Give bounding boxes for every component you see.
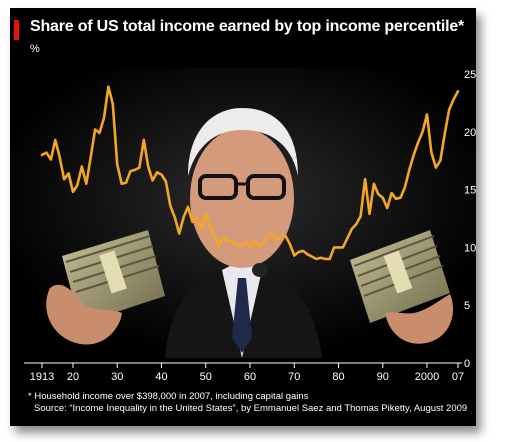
- y-tick-label: 5: [464, 300, 470, 312]
- left-money-stack-icon: [46, 230, 165, 345]
- y-tick-label: 15: [464, 185, 476, 197]
- x-tick-label: 30: [111, 371, 123, 383]
- chart-title: Share of US total income earned by top i…: [30, 18, 465, 35]
- y-tick-label: 0: [464, 358, 470, 370]
- income-share-chart: 1913 20 30 40 50 60 70 80 90 2000 070 5 10 15 20 25: [10, 68, 476, 383]
- axes: [24, 362, 462, 368]
- x-tick-label: 80: [332, 371, 344, 383]
- right-money-stack-icon: [350, 230, 454, 344]
- x-tick-label: 60: [244, 371, 256, 383]
- x-tick-label: 40: [155, 371, 167, 383]
- y-tick-label: 10: [464, 242, 476, 254]
- y-axis-unit: %: [30, 43, 40, 55]
- x-tick-label: 2000: [415, 371, 439, 383]
- x-tick-label: 1913: [30, 371, 54, 383]
- x-tick-label: 50: [200, 371, 212, 383]
- y-tick-label: 20: [464, 127, 476, 139]
- source-note: Source: “Income Inequality in the United…: [34, 403, 468, 414]
- x-tick-label: 90: [377, 371, 389, 383]
- x-tick-label: 20: [67, 371, 79, 383]
- series: [40, 85, 460, 261]
- x-tick-label: 70: [288, 371, 300, 383]
- x-tick-label: 07: [452, 371, 464, 383]
- footnote: * Household income over $398,000 in 2007…: [28, 391, 309, 402]
- economist-red-accent: [14, 20, 19, 40]
- tick-labels: 1913 20 30 40 50 60 70 80 90 2000 070 5 10 15 20 25: [30, 69, 476, 383]
- y-tick-label: 25: [464, 69, 476, 81]
- series-line: [40, 85, 460, 261]
